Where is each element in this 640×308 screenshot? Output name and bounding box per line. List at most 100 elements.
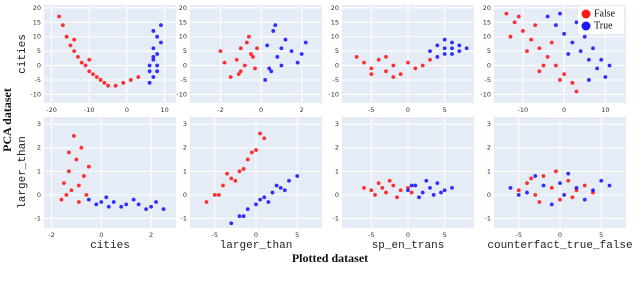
legend-label: False	[594, 8, 616, 19]
point	[537, 69, 542, 74]
y-tick-label: 5	[335, 47, 339, 55]
y-tick-label: 20	[483, 4, 491, 12]
point	[376, 181, 381, 186]
point	[303, 40, 308, 45]
point	[111, 200, 116, 204]
point	[442, 37, 447, 42]
point	[275, 54, 280, 59]
point	[553, 23, 558, 28]
point	[380, 185, 385, 190]
point	[562, 72, 567, 77]
point	[409, 190, 414, 195]
x-tick-label: -5	[368, 231, 374, 239]
point	[159, 40, 163, 45]
y-tick-label: 20	[179, 4, 187, 12]
point	[228, 75, 233, 79]
point	[391, 63, 396, 68]
point	[87, 69, 92, 74]
point	[376, 57, 381, 62]
point	[435, 181, 440, 186]
point	[603, 75, 608, 79]
point	[267, 66, 272, 71]
point	[98, 78, 103, 82]
point	[249, 150, 254, 155]
point	[254, 148, 258, 152]
point	[155, 34, 160, 39]
x-tick-label: -2	[217, 106, 223, 114]
figure-xlabel: Plotted dataset	[292, 251, 368, 265]
point	[549, 185, 554, 190]
point	[225, 171, 230, 176]
y-tick-label: 3	[487, 120, 491, 128]
y-tick-label: 2	[37, 144, 41, 152]
point	[289, 49, 294, 54]
x-tick-label: -2	[48, 231, 54, 239]
point	[151, 75, 156, 79]
x-tick-label: -10	[84, 106, 95, 114]
point	[159, 23, 163, 28]
point	[265, 43, 270, 48]
x-axis-label: cities	[90, 240, 130, 252]
x-axis-label: counterfact_true_false	[487, 240, 632, 252]
point	[254, 202, 258, 207]
point	[218, 49, 223, 54]
y-tick-label: 0	[37, 191, 41, 199]
point	[591, 46, 595, 51]
x-tick-label: 5	[599, 231, 603, 239]
point	[442, 46, 447, 51]
y-tick-label: -5	[35, 76, 41, 84]
point	[578, 49, 583, 54]
point	[86, 164, 91, 169]
point	[369, 188, 374, 193]
point	[574, 89, 579, 94]
legend-label: True	[594, 20, 613, 31]
point	[67, 169, 71, 174]
x-tick-label: 5	[443, 231, 447, 239]
y-tick-label: -10	[30, 90, 41, 98]
y-tick-label: 20	[33, 4, 41, 12]
point	[595, 66, 600, 71]
point	[508, 185, 513, 190]
point	[607, 183, 612, 188]
x-tick-label: 5	[295, 231, 299, 239]
point	[373, 193, 377, 197]
point	[537, 200, 542, 204]
y-tick-label: -5	[333, 76, 339, 84]
point	[242, 63, 247, 68]
y-tick-label: 0	[37, 62, 41, 70]
point	[387, 178, 392, 183]
point	[406, 188, 410, 193]
point	[263, 78, 268, 82]
y-tick-label: -5	[485, 76, 491, 84]
x-tick-label: -20	[46, 106, 57, 114]
point	[151, 54, 156, 59]
point	[549, 40, 554, 45]
point	[457, 49, 462, 54]
point	[154, 200, 158, 204]
point	[586, 78, 591, 82]
point	[428, 57, 432, 62]
y-axis-label: larger_than	[17, 136, 29, 209]
point	[442, 188, 447, 193]
legend-marker	[581, 21, 591, 31]
point	[68, 43, 73, 48]
x-axis-label: sp_en_trans	[372, 240, 445, 252]
y-tick-label: 20	[331, 4, 339, 12]
point	[566, 171, 571, 176]
y-tick-label: 5	[487, 47, 491, 55]
y-tick-label: 10	[33, 33, 41, 41]
y-tick-label: -1	[35, 215, 41, 223]
point	[562, 31, 567, 36]
point	[262, 136, 267, 141]
y-axis-label: cities	[17, 34, 29, 74]
point	[87, 57, 92, 62]
point	[79, 60, 84, 65]
point	[504, 11, 509, 16]
point	[136, 75, 141, 79]
point	[94, 75, 99, 79]
point	[520, 29, 525, 33]
point	[258, 131, 263, 136]
x-tick-label: -5	[368, 106, 374, 114]
point	[83, 63, 88, 68]
